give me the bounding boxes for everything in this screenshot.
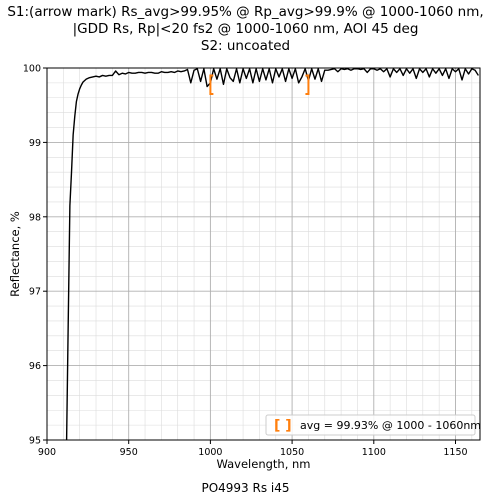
y-tick-label: 96 [29,361,41,372]
chart-title-line-3: S2: uncoated [200,38,291,54]
plot-frame [46,67,481,441]
avg-end-bracket [305,74,310,96]
x-tick-label: 1050 [280,447,304,458]
reflectance-line [65,68,479,441]
y-tick-label: 99 [29,138,41,149]
y-tick-label: 95 [29,436,41,447]
x-tick-label: 1100 [362,447,386,458]
x-axis-label: Wavelength, nm [216,457,310,471]
avg-range-markers [209,74,310,96]
x-tick-label: 950 [120,447,138,458]
x-tick-label: 900 [38,447,56,458]
legend: [ ] avg = 99.93% @ 1000 - 1060nm [265,414,481,436]
legend-box [265,414,476,436]
legend-label: avg = 99.93% @ 1000 - 1060nm [300,419,481,432]
y-tick-label: 97 [29,287,41,298]
y-tick-label: 100 [23,64,41,75]
legend-marker: [ ] [274,418,292,434]
y-axis-label: Reflectance, % [8,211,22,297]
major-grid [46,67,480,441]
x-tick-label: 1150 [443,447,467,458]
y-tick-label: 98 [29,212,41,223]
x-tick-label: 1000 [198,447,222,458]
series-layer [65,68,479,441]
chart-title-line-1: S1:(arrow mark) Rs_avg>99.95% @ Rp_avg>9… [7,4,484,20]
x-axis-ticks: 900 950 1000 1050 1100 1150 [38,440,468,458]
footer-caption: PO4993 Rs i45 [201,481,290,495]
avg-start-bracket [209,74,214,96]
y-axis-ticks: 95 96 97 98 99 100 [23,64,47,447]
chart-title-line-2: |GDD Rs, Rp|<20 fs2 @ 1000-1060 nm, AOI … [72,21,419,37]
minor-grid [47,68,480,440]
